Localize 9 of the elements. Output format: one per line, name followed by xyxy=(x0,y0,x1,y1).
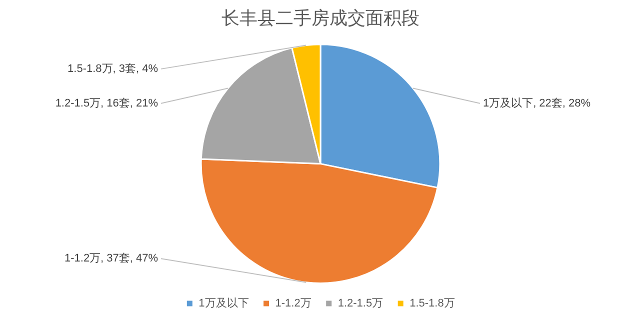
legend-label: 1万及以下 xyxy=(198,296,249,310)
data-label: 1.5-1.8万, 3套, 4% xyxy=(68,62,158,75)
legend-label: 1.2-1.5万 xyxy=(338,298,384,310)
data-label: 1.2-1.5万, 16套, 21% xyxy=(55,97,158,110)
data-label: 1-1.2万, 37套, 47% xyxy=(64,252,158,265)
chart-title: 长丰县二手房成交面积段 xyxy=(222,8,420,28)
legend-label: 1-1.2万 xyxy=(275,298,312,310)
data-label: 1万及以下, 22套, 28% xyxy=(482,96,591,110)
legend-label: 1.5-1.8万 xyxy=(410,298,455,310)
